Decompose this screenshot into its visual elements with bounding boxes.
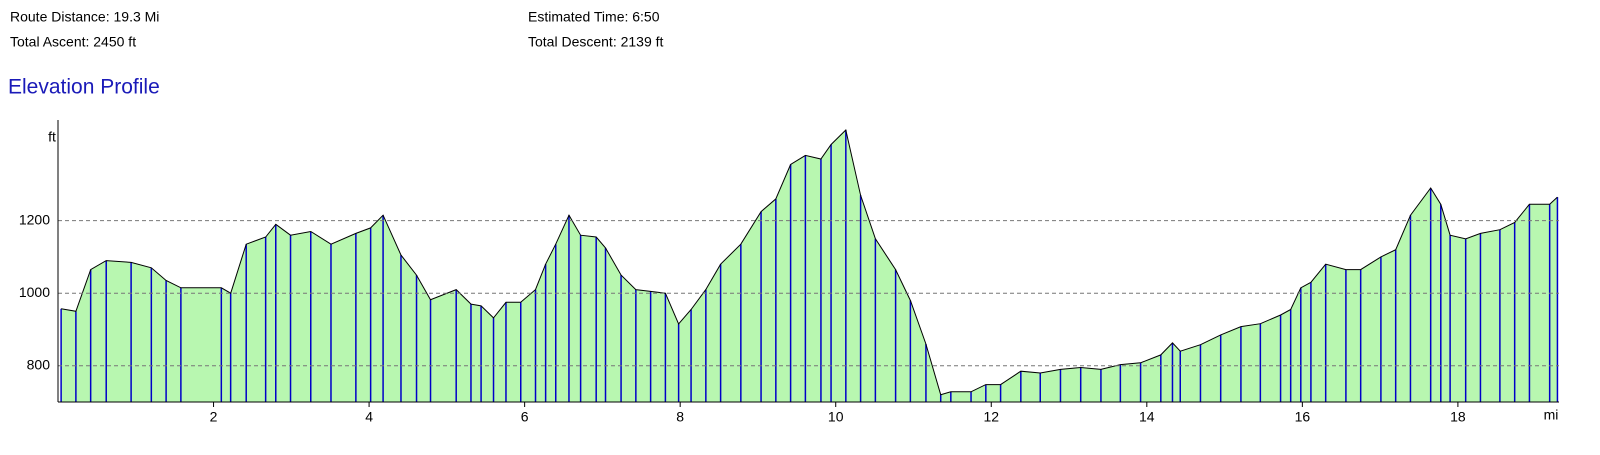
x-tick-label: 6	[521, 409, 529, 425]
x-axis-unit: mi	[1544, 407, 1559, 423]
x-tick-label: 14	[1139, 409, 1155, 425]
y-tick-label: 800	[27, 356, 51, 372]
x-tick-label: 18	[1450, 409, 1466, 425]
x-tick-label: 8	[676, 409, 684, 425]
x-tick-label: 2	[210, 409, 218, 425]
summary-text: Total Descent: 2139 ft	[528, 34, 664, 50]
x-tick-label: 4	[365, 409, 373, 425]
summary-text: Route Distance: 19.3 Mi	[10, 9, 159, 25]
y-tick-label: 1000	[19, 284, 50, 300]
y-tick-label: 1200	[19, 211, 50, 227]
elevation-line	[61, 129, 1558, 396]
x-tick-label: 12	[983, 409, 999, 425]
y-axis-unit: ft	[48, 129, 56, 145]
x-tick-label: 16	[1295, 409, 1311, 425]
elevation-area	[61, 130, 1558, 402]
summary-text: Total Ascent: 2450 ft	[10, 34, 136, 50]
x-tick-label: 10	[828, 409, 844, 425]
summary-text: Estimated Time: 6:50	[528, 9, 660, 25]
chart-title: Elevation Profile	[8, 76, 160, 99]
